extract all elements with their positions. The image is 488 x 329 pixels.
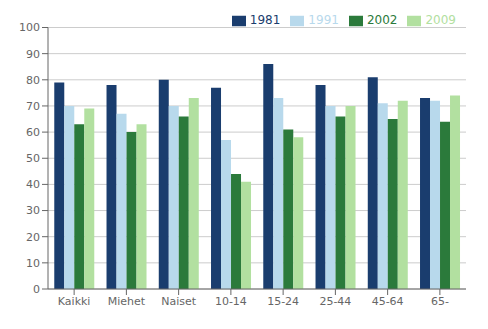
svg-text:0: 0 xyxy=(33,283,40,296)
html-text:2009: 2009 xyxy=(425,13,456,27)
svg-text:45-64: 45-64 xyxy=(372,295,404,308)
svg-text:20: 20 xyxy=(26,231,40,244)
html-text:2002: 2002 xyxy=(366,13,398,27)
svg-text:Kaikki: Kaikki xyxy=(58,295,91,308)
svg-text:80: 80 xyxy=(26,74,40,87)
svg-text:100: 100 xyxy=(19,21,40,34)
html-text:1981: 1981 xyxy=(249,13,281,27)
svg-text:30: 30 xyxy=(26,204,40,217)
svg-text:Miehet: Miehet xyxy=(108,295,146,308)
svg-text:60: 60 xyxy=(26,126,40,139)
svg-text:40: 40 xyxy=(26,178,40,191)
svg-text:10: 10 xyxy=(26,257,40,270)
svg-text:65-: 65- xyxy=(431,295,449,308)
svg-text:25-44: 25-44 xyxy=(319,295,351,308)
svg-text:90: 90 xyxy=(26,48,40,61)
svg-text:50: 50 xyxy=(26,152,40,165)
svg-text:Naiset: Naiset xyxy=(161,295,197,308)
svg-text:10-14: 10-14 xyxy=(215,295,247,308)
html-text:1991: 1991 xyxy=(308,13,339,27)
svg-text:70: 70 xyxy=(26,100,40,113)
svg-text:15-24: 15-24 xyxy=(267,295,299,308)
